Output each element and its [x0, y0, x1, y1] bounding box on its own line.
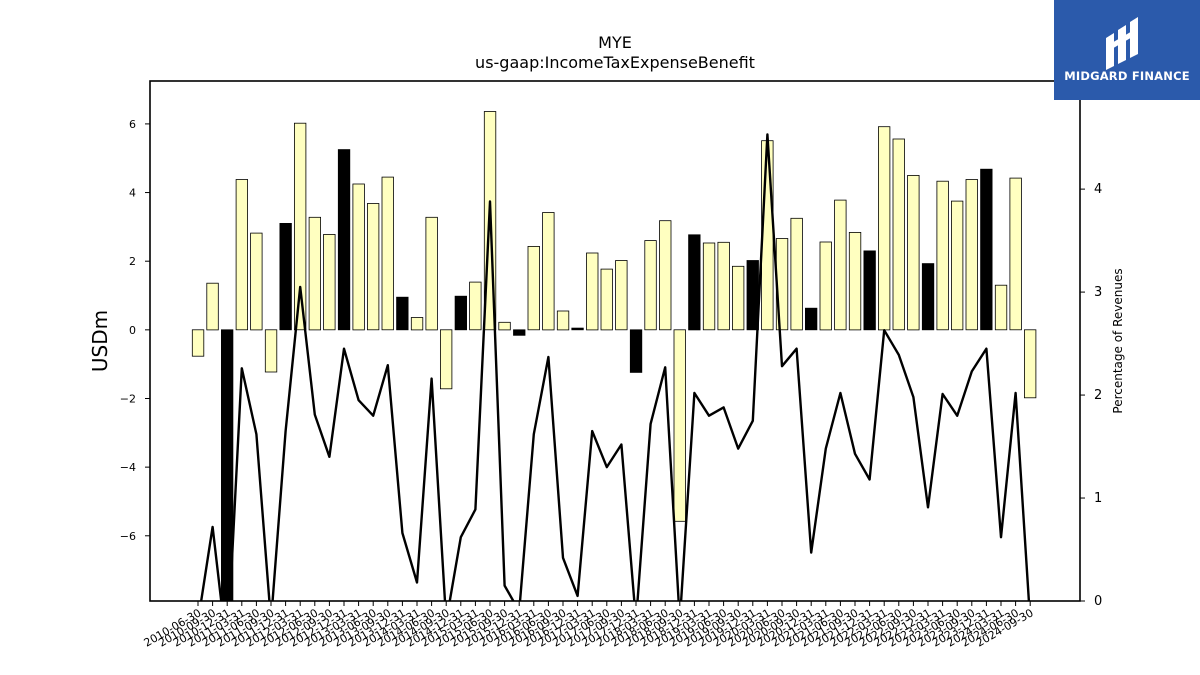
chart-title: MYE — [598, 33, 632, 52]
bar — [1024, 329, 1037, 399]
y-tick-label: 0 — [129, 324, 136, 337]
bar — [848, 231, 862, 331]
bar — [878, 126, 891, 331]
line-series — [199, 133, 1031, 601]
y2-tick-label: 2 — [1094, 388, 1102, 403]
bar — [308, 216, 322, 331]
bar — [615, 260, 628, 331]
bar — [381, 176, 394, 331]
bar — [994, 284, 1008, 331]
bar — [951, 200, 964, 331]
bar — [892, 138, 905, 331]
bar — [688, 234, 701, 331]
bar — [863, 250, 876, 331]
bar — [235, 179, 249, 331]
y2-axis-ticks: 0 1 2 3 4 — [1080, 182, 1102, 609]
y-tick-label: 2 — [129, 255, 136, 268]
bar — [659, 220, 672, 331]
bar — [673, 329, 686, 522]
y-tick-label: 6 — [129, 118, 136, 131]
bar — [352, 183, 365, 331]
line-layer — [199, 133, 1031, 601]
chart-subtitle: us-gaap:IncomeTaxExpenseBenefit — [475, 53, 755, 72]
bar — [717, 241, 730, 331]
brand-logo: MIDGARD FINANCE — [1054, 0, 1200, 100]
bar — [980, 168, 993, 331]
bar — [454, 295, 468, 331]
bar — [264, 329, 278, 373]
y-tick-label: −6 — [120, 530, 136, 543]
bar — [571, 327, 584, 331]
y2-tick-label: 0 — [1094, 594, 1102, 609]
bar — [1009, 177, 1022, 331]
y2-axis-label: Percentage of Revenues — [1111, 268, 1125, 413]
y-tick-label: −2 — [120, 392, 136, 405]
y-tick-label: 4 — [129, 187, 136, 200]
bar — [206, 282, 219, 331]
bar — [513, 329, 526, 336]
bar — [396, 296, 409, 331]
bar — [220, 329, 234, 601]
bar — [323, 233, 336, 331]
bar — [819, 241, 832, 331]
plot-frame — [149, 80, 1081, 602]
bars-layer — [191, 111, 1037, 601]
bar — [425, 216, 438, 331]
bar — [527, 245, 540, 331]
bar — [366, 203, 380, 331]
y2-tick-label: 1 — [1094, 491, 1102, 506]
bar — [965, 179, 978, 331]
y-axis-label: USDm — [88, 310, 112, 372]
bar — [790, 217, 803, 331]
bar — [629, 329, 643, 373]
bar — [921, 263, 935, 331]
y-axis-ticks: −6 −4 −2 0 2 4 6 — [120, 118, 150, 543]
bar — [732, 265, 745, 331]
bar — [556, 310, 570, 331]
bar — [834, 199, 847, 331]
bar — [469, 281, 482, 331]
bar — [542, 212, 555, 331]
bar — [907, 174, 920, 331]
bar — [337, 149, 351, 331]
brand-name: MIDGARD FINANCE — [1064, 69, 1190, 83]
bar — [191, 329, 205, 357]
bar — [498, 321, 511, 331]
y2-tick-label: 3 — [1094, 285, 1102, 300]
bar — [293, 122, 307, 331]
bar — [600, 268, 613, 331]
bar — [410, 317, 424, 331]
x-axis-ticks: 2010-06-302010-09-302010-12-312011-03-31… — [142, 601, 1036, 650]
y-tick-label: −4 — [120, 461, 136, 474]
logo-mark-icon — [1106, 17, 1138, 70]
bar — [279, 222, 292, 331]
bar — [586, 252, 599, 331]
bar — [250, 232, 263, 331]
bar — [439, 329, 453, 390]
y2-tick-label: 4 — [1094, 182, 1102, 197]
bar — [805, 307, 818, 331]
bar — [936, 180, 949, 331]
bar — [702, 242, 716, 331]
bar — [644, 240, 657, 331]
